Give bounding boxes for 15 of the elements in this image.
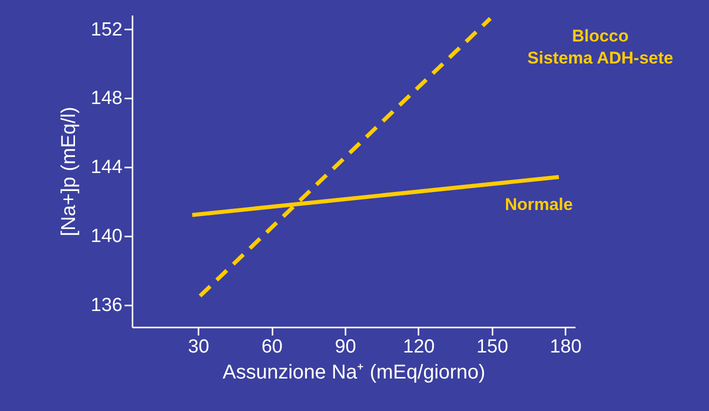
x-axis-title: Assunzione Na⁺ (mEq/giorno)	[222, 362, 486, 384]
y-tick-label: 144	[90, 157, 123, 178]
x-tick-label: 30	[188, 336, 210, 358]
y-tick-label: 152	[90, 19, 122, 40]
x-tick-label: 90	[334, 336, 356, 358]
y-tick-label: 136	[90, 295, 122, 316]
series-label: Normale	[504, 195, 573, 214]
y-tick-label: 148	[90, 88, 122, 110]
y-axis-title: [Na+]p (mEq/l)	[58, 106, 80, 236]
y-tick-label: 140	[90, 226, 122, 248]
x-tick-label: 150	[476, 336, 508, 358]
x-tick-label: 180	[550, 336, 582, 358]
text: Blocco Sistema ADH-sete	[527, 26, 674, 68]
x-tick-label: 60	[261, 336, 283, 358]
x-tick-label: 120	[403, 336, 435, 358]
